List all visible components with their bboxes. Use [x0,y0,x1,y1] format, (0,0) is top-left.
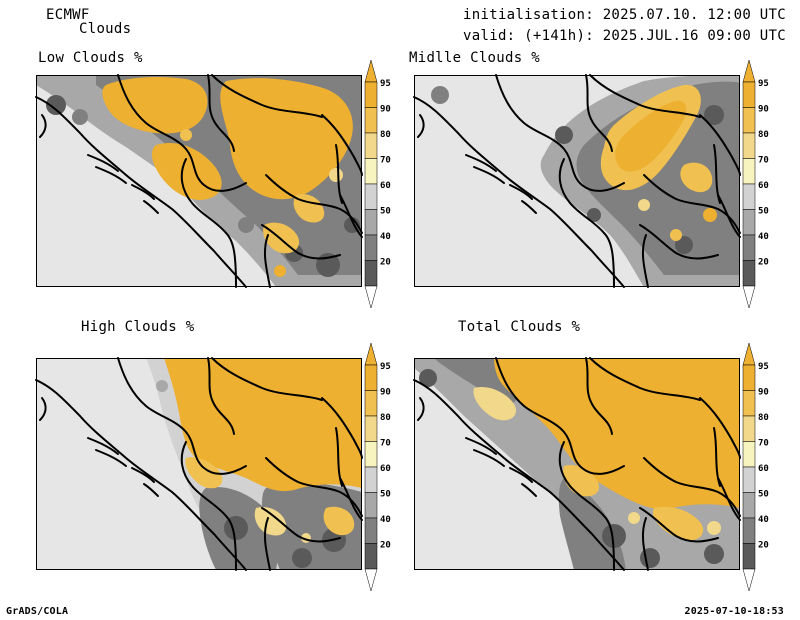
colorbar-segment [364,390,378,417]
colorbar-label: 50 [380,207,391,217]
colorbar-segment [742,492,756,519]
colorbar-label: 90 [380,388,391,398]
colorbar-label: 20 [380,258,391,268]
colorbar-segment [742,183,756,210]
colorbar-label: 60 [758,464,769,474]
colorbar-label: 80 [380,413,391,423]
colorbar-top-triangle [364,59,378,83]
panel-title-total: Total Clouds % [458,319,581,335]
colorbar-label: 40 [380,515,391,525]
colorbar-label: 40 [758,515,769,525]
colorbar-label: 80 [758,413,769,423]
colorbar-bottom-triangle [742,568,756,592]
colorbar-segment [364,441,378,468]
colorbar-label: 50 [758,490,769,500]
colorbar-segment [742,364,756,391]
colorbar-segment [364,466,378,493]
panel-title-high: High Clouds % [81,319,195,335]
colorbar-label: 95 [380,362,391,372]
map-high [35,357,363,571]
colorbar-label: 60 [758,181,769,191]
footer-timestamp: 2025-07-10-18:53 [684,606,784,617]
footer-software: GrADS/COLA [6,606,69,617]
init-time: initialisation: 2025.07.10. 12:00 UTC [463,7,786,23]
panel-title-low: Low Clouds % [38,50,143,66]
colorbar-segment [364,415,378,442]
colorbar-segment [742,390,756,417]
colorbar-segment [742,132,756,159]
map-low [35,74,363,288]
colorbar-segment [364,107,378,134]
colorbar-top-triangle [742,342,756,366]
colorbar-segment [742,234,756,261]
colorbar-label: 80 [380,130,391,140]
field-name: Clouds [79,21,132,37]
colorbar-bottom-triangle [742,285,756,309]
colorbar-segment [364,209,378,236]
colorbars: 95 90 80 70 60 50 40 20 95 90 80 70 60 50 40 20 95 90 80 70… [364,59,769,592]
colorbar-label: 95 [758,362,769,372]
high-orange-areas [164,358,362,543]
colorbar-label: 95 [758,79,769,89]
colorbar-segment [364,132,378,159]
colorbar-label: 70 [758,156,769,166]
colorbar-segment [364,260,378,287]
colorbar-segment [364,81,378,108]
colorbar-segment [742,543,756,570]
map-total [413,357,741,571]
colorbar-segment [364,234,378,261]
colorbar-label: 70 [758,439,769,449]
colorbar-label: 80 [758,130,769,140]
valid-time: valid: (+141h): 2025.JUL.16 09:00 UTC [463,28,786,44]
colorbar-label: 90 [758,388,769,398]
colorbar-segment [364,158,378,185]
colorbar-segment [364,183,378,210]
colorbar-segment [364,543,378,570]
colorbar-label: 60 [380,464,391,474]
panel-title-middle: Midlle Clouds % [409,50,540,66]
map-middle [413,74,741,288]
colorbar-segment [742,209,756,236]
colorbar-label: 90 [758,105,769,115]
colorbar-label: 20 [380,541,391,551]
colorbar-label: 60 [380,181,391,191]
colorbar-label: 70 [380,439,391,449]
low-orange-areas [102,77,353,277]
colorbar-segment [364,492,378,519]
colorbar-segment [742,415,756,442]
model-name: ECMWF [46,7,90,23]
colorbar-segment [742,158,756,185]
colorbar-label: 40 [380,232,391,242]
colorbar-segment [742,517,756,544]
colorbar-top-triangle [742,59,756,83]
colorbar-label: 70 [380,156,391,166]
colorbar-segment [742,107,756,134]
colorbar-label: 20 [758,258,769,268]
colorbar-label: 95 [380,79,391,89]
colorbar-bottom-triangle [364,568,378,592]
colorbar-label: 50 [758,207,769,217]
colorbar-segment [742,81,756,108]
colorbar-label: 90 [380,105,391,115]
colorbar-label: 20 [758,541,769,551]
colorbar-top-triangle [364,342,378,366]
colorbar-segment [742,441,756,468]
colorbar-segment [364,517,378,544]
middle-orange-areas [600,84,717,241]
colorbar-bottom-triangle [364,285,378,309]
colorbar-segment [742,260,756,287]
colorbar-segment [742,466,756,493]
colorbar-label: 50 [380,490,391,500]
colorbar-label: 40 [758,232,769,242]
colorbar-segment [364,364,378,391]
